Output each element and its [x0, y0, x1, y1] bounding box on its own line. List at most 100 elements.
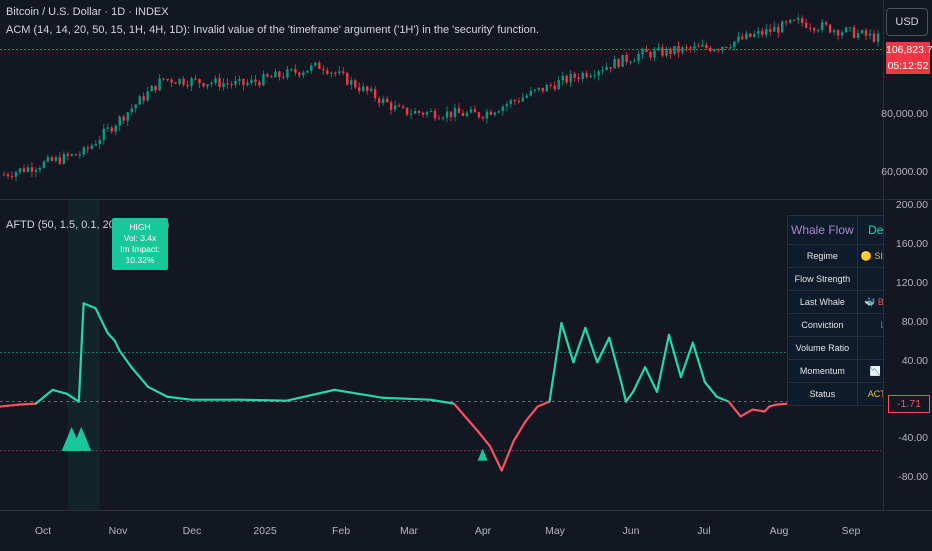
candle-body [238, 78, 241, 81]
candle-body [689, 47, 692, 49]
flow-line-segment [715, 395, 730, 403]
time-label: Mar [399, 525, 419, 537]
indicator-axis[interactable]: 200.00 160.00 120.00 80.00 40.00 -1.71 -… [883, 199, 932, 510]
candle-body [22, 168, 26, 172]
time-axis[interactable]: Oct Nov Dec 2025 Feb Mar Apr May Jun Jul… [0, 510, 932, 551]
candle-body [210, 83, 213, 85]
candle-body [641, 49, 644, 55]
symbol-title[interactable]: Bitcoin / U.S. Dollar · 1D · INDEX [6, 6, 169, 18]
candle-body [342, 71, 345, 74]
currency-button[interactable]: USD [886, 8, 928, 36]
candle-body [765, 29, 768, 35]
candle-body [373, 89, 377, 99]
candle-body [262, 74, 265, 86]
candle-body [397, 105, 401, 107]
candle-body [234, 80, 237, 85]
time-label: Jul [697, 525, 711, 537]
price-axis[interactable]: USD 106,823.70 05:12:52 80,000.00 60,000… [881, 0, 932, 199]
candle-body [346, 73, 349, 85]
candle-body [389, 102, 393, 110]
candle-body [202, 83, 205, 87]
ind-tick: 80.00 [901, 316, 928, 328]
time-label: Apr [474, 525, 492, 537]
candle-body [405, 107, 409, 115]
candle-body [246, 82, 249, 85]
candle-body [385, 98, 389, 103]
candle-body [214, 78, 217, 84]
candle-body [26, 167, 30, 172]
row-label-status: Status [787, 382, 858, 406]
candle-body [350, 80, 353, 85]
flow-line-segment [727, 400, 742, 418]
flow-line-segment [679, 341, 694, 379]
flow-line-segment [0, 403, 21, 408]
candle-body [673, 46, 676, 55]
candle-body [505, 104, 509, 107]
candle-body [513, 100, 517, 102]
candle-body [377, 98, 381, 103]
candle-body [705, 44, 708, 48]
candle-body [565, 75, 568, 83]
row-label-regime: Regime [787, 244, 858, 268]
candle-body [812, 28, 816, 31]
candle-body [14, 172, 18, 177]
candle-body [186, 84, 189, 87]
flow-line-segment [584, 326, 599, 364]
candle-body [302, 72, 305, 76]
candle-body [713, 49, 716, 52]
candle-body [354, 80, 357, 88]
candle-body [637, 54, 640, 61]
candle-body [665, 48, 668, 56]
flow-line-segment [691, 341, 706, 384]
row-label-momentum: Momentum [787, 359, 858, 383]
candle-body [46, 157, 50, 162]
candle-body [781, 21, 784, 33]
ind-tick: 200.00 [895, 199, 928, 211]
candle-body [170, 79, 173, 83]
candle-body [529, 90, 532, 96]
pane-separator[interactable] [0, 199, 932, 200]
candle-body [298, 72, 301, 76]
candle-body [294, 69, 297, 73]
candle-body [198, 78, 201, 84]
candle-body [852, 27, 856, 38]
candle-body [601, 70, 604, 72]
candle-body [709, 47, 712, 52]
candle-body [106, 127, 109, 129]
flow-line-segment [381, 396, 432, 401]
candle-body [334, 72, 337, 74]
candle-body [856, 33, 860, 38]
price-chart-pane[interactable]: Bitcoin / U.S. Dollar · 1D · INDEX ACM (… [0, 0, 884, 199]
candle-body [314, 62, 317, 66]
tooltip-volume: Vol: 3.4x [123, 233, 157, 243]
candle-body [250, 79, 253, 83]
candle-body [50, 157, 54, 161]
time-label: 2025 [253, 525, 277, 537]
candle-body [98, 140, 101, 145]
candle-body [74, 154, 78, 156]
candle-body [745, 33, 748, 40]
candle-body [58, 157, 62, 164]
candle-body [589, 75, 592, 78]
candle-body [785, 21, 788, 23]
row-label-volume-ratio: Volume Ratio [787, 336, 858, 360]
candle-body [733, 41, 736, 48]
candle-body [54, 157, 58, 161]
flow-line-segment [763, 405, 771, 413]
candle-body [681, 47, 684, 53]
candle-body [457, 108, 461, 113]
candle-body [473, 109, 477, 113]
candle-body [278, 71, 281, 77]
candle-body [493, 112, 497, 115]
flow-line-segment [77, 302, 85, 403]
candle-body [585, 73, 588, 78]
candle-body [725, 47, 728, 49]
whale-buy-marker [71, 426, 92, 451]
candle-body [365, 86, 369, 91]
candle-body [266, 74, 269, 77]
candle-body [509, 100, 513, 105]
candle-body [274, 71, 277, 78]
candle-body [737, 36, 740, 42]
candle-body [417, 110, 421, 113]
flow-line-segment [130, 366, 150, 389]
